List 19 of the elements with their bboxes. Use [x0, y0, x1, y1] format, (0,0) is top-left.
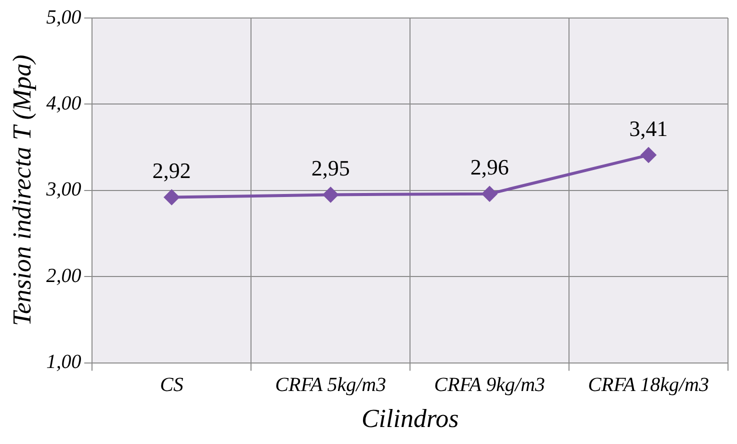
point	[641, 148, 656, 163]
data-label: 2,92	[152, 158, 191, 184]
y-tick-label: 4,00	[46, 92, 82, 114]
y-tick-label: 3,00	[45, 178, 82, 201]
data-label: 3,41	[629, 116, 668, 141]
x-tick-label: CRFA 9kg/m3	[434, 374, 546, 396]
point	[164, 190, 180, 205]
y-tick-label: 2,00	[46, 264, 82, 287]
y-axis-title: Tension indirecta T (Mpa)	[7, 54, 36, 326]
x-tick-label: CS	[160, 374, 184, 396]
data-label: 2,96	[470, 154, 509, 180]
point	[323, 187, 338, 202]
y-tick-label: 1,00	[46, 351, 82, 374]
x-tick-label: CRFA 18kg/m3	[588, 374, 709, 396]
point	[482, 186, 498, 202]
data-label: 2,95	[311, 155, 350, 180]
x-axis-title: Cilindros	[361, 404, 459, 434]
y-tick-label: 5,00	[46, 6, 82, 28]
x-tick-label: CRFA 5kg/m3	[275, 374, 386, 396]
